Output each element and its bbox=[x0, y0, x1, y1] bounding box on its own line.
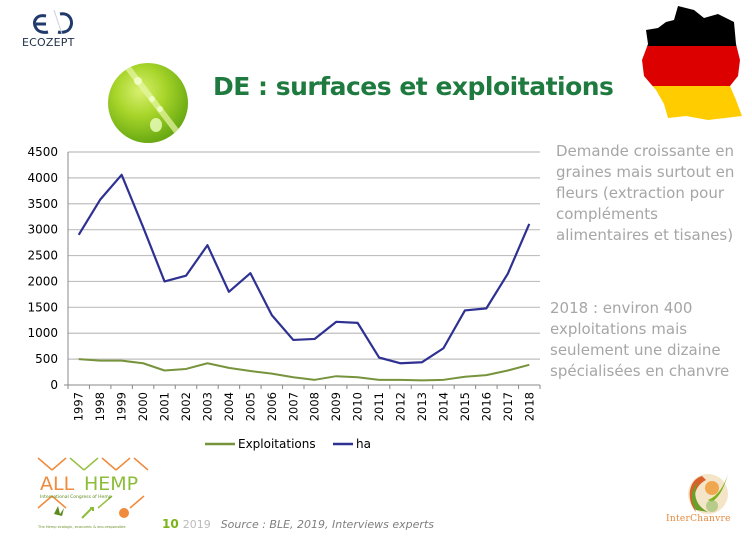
x-tick-label: 2012 bbox=[394, 392, 408, 421]
interchanvre-name: InterChanvre bbox=[666, 514, 731, 524]
x-tick-label: 2003 bbox=[200, 392, 214, 421]
allhemp-logo-icon: ALL HEMP International Congress of Hemp … bbox=[37, 457, 149, 529]
x-tick-label: 2018 bbox=[522, 392, 536, 421]
y-tick-label: 4500 bbox=[27, 145, 58, 159]
allhemp-subtitle: International Congress of Hemp bbox=[40, 494, 112, 500]
x-tick-label: 2009 bbox=[329, 392, 343, 421]
y-tick-label: 3500 bbox=[27, 197, 58, 211]
allhemp-hemp-text: HEMP bbox=[84, 473, 138, 495]
chart-series bbox=[77, 173, 531, 382]
y-axis-ticks: 0 500 1000 1500 2000 2500 3000 3500 4000 4500 bbox=[27, 145, 58, 392]
x-tick-label: 2015 bbox=[458, 392, 472, 421]
x-tick-label: 2005 bbox=[243, 392, 257, 421]
allhemp-tagline: The Hemp ecologic, economic & eco-respon… bbox=[37, 525, 126, 529]
ecozept-logo-icon bbox=[32, 9, 74, 35]
y-tick-label: 500 bbox=[35, 352, 58, 366]
footer: 10 2019 Source : BLE, 2019, Interviews exp… bbox=[162, 517, 434, 531]
interchanvre-logo-icon bbox=[688, 474, 728, 514]
series-line-ha bbox=[77, 173, 531, 365]
source-citation: Source : BLE, 2019, Interviews experts bbox=[220, 518, 434, 531]
x-tick-label: 2006 bbox=[265, 392, 279, 421]
y-tick-label: 4000 bbox=[27, 171, 58, 185]
x-tick-label: 1999 bbox=[115, 392, 129, 421]
x-axis-ticks: 1997 1998 1999 2000 2001 2002 2003 2004 2005 2006… bbox=[67, 385, 541, 421]
x-tick-label: 2002 bbox=[179, 392, 193, 421]
x-tick-label: 2010 bbox=[351, 392, 365, 421]
x-tick-label: 1998 bbox=[93, 392, 107, 421]
x-tick-label: 2013 bbox=[415, 392, 429, 421]
line-chart: 0 500 1000 1500 2000 2500 3000 3500 4000 4500 199… bbox=[27, 145, 541, 451]
ecozept-logo-text: ECOZEPT bbox=[22, 36, 75, 49]
x-tick-label: 2017 bbox=[501, 392, 515, 421]
x-tick-label: 2001 bbox=[158, 392, 172, 421]
x-tick-label: 2014 bbox=[436, 392, 450, 421]
x-tick-label: 2007 bbox=[286, 392, 300, 421]
y-tick-label: 1500 bbox=[27, 300, 58, 314]
grass-dewdrop-image bbox=[108, 63, 188, 143]
page-title: DE : surfaces et exploitations bbox=[213, 72, 614, 101]
y-tick-label: 2500 bbox=[27, 249, 58, 263]
y-tick-label: 0 bbox=[50, 378, 58, 392]
x-tick-label: 2011 bbox=[372, 392, 386, 421]
legend-label-exploitations: Exploitations bbox=[238, 437, 316, 451]
dewdrop-icon bbox=[125, 66, 181, 135]
x-tick-label: 2016 bbox=[479, 392, 493, 421]
y-tick-label: 2000 bbox=[27, 274, 58, 288]
x-tick-label: 1997 bbox=[72, 392, 86, 421]
y-tick-label: 3000 bbox=[27, 223, 58, 237]
allhemp-all-text: ALL bbox=[40, 473, 75, 495]
note-farms: 2018 : environ 400 exploitations mais se… bbox=[550, 299, 730, 380]
page-number: 10 bbox=[162, 517, 179, 531]
y-tick-label: 1000 bbox=[27, 326, 58, 340]
x-tick-label: 2000 bbox=[136, 392, 150, 421]
chart-legend: Exploitations ha bbox=[205, 437, 371, 451]
footer-year: 2019 bbox=[182, 518, 211, 531]
series-line-exploitations bbox=[78, 358, 530, 382]
chart-grid bbox=[64, 151, 540, 386]
legend-label-ha: ha bbox=[356, 437, 371, 451]
x-tick-label: 2004 bbox=[222, 392, 236, 421]
x-tick-label: 2008 bbox=[308, 392, 322, 421]
note-demand: Demande croissante en graines mais surto… bbox=[556, 142, 735, 244]
germany-flag-map-icon bbox=[642, 6, 742, 120]
